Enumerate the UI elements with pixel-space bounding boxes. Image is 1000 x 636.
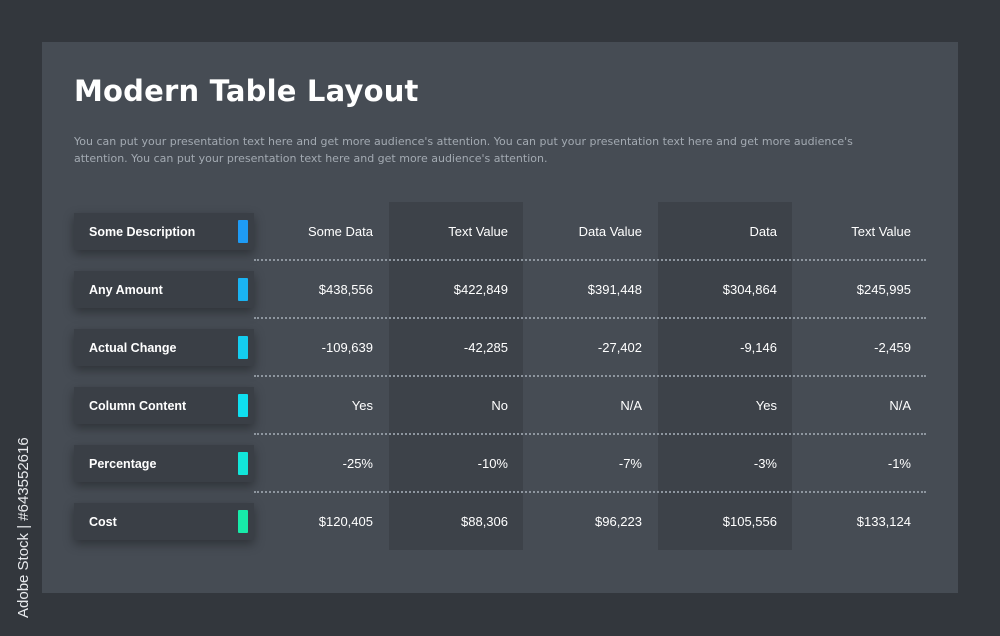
column-header: Text Value [448,224,508,239]
table-cell: $304,864 [722,282,777,297]
description-text: You can put your presentation text here … [74,135,853,165]
table-cell: -27,402 [597,340,642,355]
table-cell: $422,849 [453,282,508,297]
table-cell: -2,459 [874,340,911,355]
table-cell: N/A [889,398,911,413]
table-cell: $105,556 [722,514,777,529]
watermark-text: Adobe Stock | #643552616 [15,437,32,618]
table-cell: -1% [887,456,911,471]
column-header: Data [749,224,777,239]
row-label-text: Cost [89,514,117,529]
row-divider [254,259,926,261]
table-cell: -42,285 [463,340,508,355]
row-label-text: Percentage [89,456,157,471]
table-cell: $133,124 [856,514,911,529]
color-swatch [238,278,248,301]
color-swatch [238,510,248,533]
row-divider [254,317,926,319]
table-cell: -25% [342,456,373,471]
table-cell: -109,639 [321,340,373,355]
row-label-text: Some Description [89,224,196,239]
row-label-percentage: Percentage [74,445,254,482]
stock-watermark: Adobe Stock | #643552616 [15,437,32,618]
table-cell: $438,556 [318,282,373,297]
row-label-text: Actual Change [89,340,177,355]
row-divider [254,375,926,377]
table-cell: Yes [755,398,777,413]
color-swatch [238,220,248,243]
row-label-column-content: Column Content [74,387,254,424]
row-label-cost: Cost [74,503,254,540]
color-swatch [238,452,248,475]
row-label-actual-change: Actual Change [74,329,254,366]
row-divider [254,491,926,493]
table-cell: -10% [477,456,508,471]
table-cell: $391,448 [587,282,642,297]
table-cell: -9,146 [740,340,777,355]
row-label-text: Column Content [89,398,187,413]
table-cell: $120,405 [318,514,373,529]
table-cell: No [491,398,508,413]
color-swatch [238,336,248,359]
column-header: Text Value [851,224,911,239]
table-cell: N/A [620,398,642,413]
row-label-any-amount: Any Amount [74,271,254,308]
row-label-text: Any Amount [89,282,163,297]
table-cell: -3% [753,456,777,471]
column-header: Data Value [578,224,642,239]
page-title: Modern Table Layout [74,74,419,108]
row-label-some-description: Some Description [74,213,254,250]
table-cell: $88,306 [461,514,508,529]
table-cell: $245,995 [856,282,911,297]
table-cell: $96,223 [595,514,642,529]
color-swatch [238,394,248,417]
column-header: Some Data [307,224,373,239]
row-divider [254,433,926,435]
table-cell: -7% [618,456,642,471]
table-cell: Yes [351,398,373,413]
